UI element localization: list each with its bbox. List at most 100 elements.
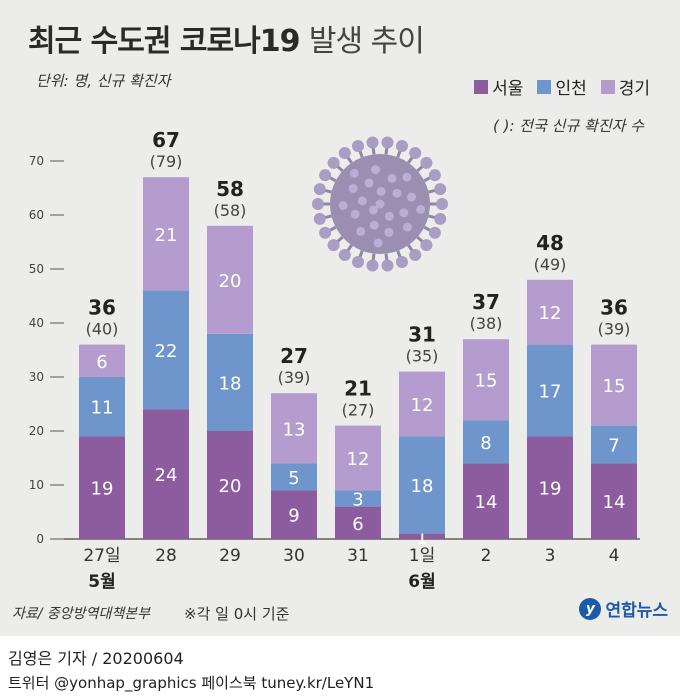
segment-value-label: 19: [539, 479, 562, 500]
legend-item-incheon: 인천: [537, 74, 587, 99]
month-label: 6월: [408, 572, 435, 592]
legend-label-seoul: 서울: [492, 79, 524, 99]
segment-value-label: 13: [283, 419, 306, 440]
segment-value-label: 3: [352, 490, 363, 511]
yonhap-logo: y 연합뉴스: [579, 596, 668, 621]
segment-value-label: 19: [91, 479, 114, 500]
x-tick-label: 1일: [409, 546, 435, 566]
segment-value-label: 21: [155, 225, 178, 246]
segment-value-label: 14: [475, 492, 498, 513]
bar-segment-incheon: [399, 436, 445, 534]
national-total-label: (58): [214, 201, 247, 220]
bars: 19116(40)36242221(79)67201820(58)589513(…: [79, 128, 637, 548]
y-tick-label: 60: [29, 208, 44, 222]
segment-value-label: 7: [608, 436, 619, 457]
title-main: 최근 수도권 코로나19: [28, 24, 300, 59]
x-tick-label: 3: [545, 546, 556, 566]
legend-label-incheon: 인천: [555, 79, 587, 99]
y-tick-label: 50: [29, 262, 44, 276]
bar-segment-seoul: [143, 409, 189, 539]
y-tick-label: 30: [29, 370, 44, 384]
national-note: ( ): 전국 신규 확진자 수: [493, 117, 644, 135]
segment-value-label: 12: [347, 449, 370, 470]
segment-value-label: 15: [475, 371, 498, 392]
y-tick-label: 40: [29, 316, 44, 330]
segment-value-label: 18: [219, 373, 242, 394]
segment-value-label: 15: [603, 376, 626, 397]
bar-segment-incheon: [79, 377, 125, 437]
segment-value-label: 20: [219, 271, 242, 292]
x-axis: 27일 28 29 30 31 1일 2 3 4 5월 6월: [83, 546, 619, 592]
bar-segment-gyeonggi: [271, 393, 317, 464]
chart-title: 최근 수도권 코로나19 발생 추이: [28, 16, 425, 60]
segment-value-label: 9: [288, 506, 299, 527]
x-tick-label: 29: [219, 546, 241, 566]
segment-value-label: 8: [480, 433, 491, 454]
bar-segment-incheon: [271, 463, 317, 491]
capital-total-label: 21: [344, 377, 372, 401]
x-tick-label: 28: [155, 546, 177, 566]
bar-segment-incheon: [143, 290, 189, 410]
bar-segment-seoul: [591, 463, 637, 539]
legend-label-gyeonggi: 경기: [618, 79, 650, 99]
national-total-label: (49): [534, 255, 567, 274]
sns-credit: 트위터 @yonhap_graphics 페이스북 tuney.kr/LeYN1: [8, 674, 375, 692]
capital-total-label: 31: [408, 323, 436, 347]
segment-value-label: 18: [411, 476, 434, 497]
y-tick-label: 10: [29, 478, 44, 492]
x-tick-label: 27일: [83, 546, 120, 566]
segment-value-label: 22: [155, 341, 178, 362]
national-total-label: (38): [470, 314, 503, 333]
national-total-label: (40): [86, 320, 119, 339]
segment-value-label: 11: [91, 398, 114, 419]
capital-total-label: 58: [216, 177, 244, 201]
legend-swatch-seoul: [474, 79, 489, 94]
bar-segment-gyeonggi: [335, 425, 381, 491]
bar-segment-gyeonggi: [79, 344, 125, 377]
bar-segment-gyeonggi: [591, 344, 637, 426]
segment-value-label: 6: [352, 514, 363, 535]
capital-total-label: 67: [152, 128, 180, 152]
national-total-label: (27): [342, 401, 375, 420]
yonhap-logo-icon: y: [579, 597, 602, 620]
capital-total-label: 37: [472, 290, 500, 314]
legend-item-gyeonggi: 경기: [600, 74, 650, 99]
segment-value-label: 20: [219, 476, 242, 497]
national-total-label: (39): [598, 320, 631, 339]
bar-segment-seoul: [271, 490, 317, 539]
segment-value-label: 5: [288, 468, 299, 489]
bar-segment-incheon: [527, 344, 573, 437]
capital-total-label: 36: [600, 296, 628, 320]
legend: 서울 인천 경기: [474, 74, 650, 99]
x-tick-label: 2: [481, 546, 492, 566]
legend-swatch-gyeonggi: [600, 79, 615, 94]
y-tick-label: 0: [36, 532, 44, 546]
bar-segment-seoul: [399, 533, 445, 539]
x-tick-label: 30: [283, 546, 305, 566]
segment-value-label: 17: [539, 382, 562, 403]
x-tick-label: 31: [347, 546, 369, 566]
unit-label: 단위: 명, 신규 확진자: [36, 72, 171, 90]
segment-value-label: 12: [539, 303, 562, 324]
bar-segment-gyeonggi: [527, 279, 573, 345]
national-total-label: (35): [406, 347, 439, 366]
segment-value-label: 12: [411, 395, 434, 416]
capital-total-label: 48: [536, 231, 564, 255]
y-tick-label: 20: [29, 424, 44, 438]
bar-segment-gyeonggi: [207, 225, 253, 334]
national-total-label: (79): [150, 152, 183, 171]
segment-value-label: 6: [96, 352, 107, 373]
source-text: 자료/ 중앙방역대책본부: [12, 606, 150, 622]
legend-swatch-incheon: [537, 79, 552, 94]
yonhap-logo-text: 연합뉴스: [605, 601, 668, 621]
bar-segment-incheon: [335, 490, 381, 507]
segment-value-label: 24: [155, 465, 178, 486]
y-tick-label: 70: [29, 154, 44, 168]
reporter-credit: 김영은 기자 / 20200604: [8, 649, 184, 668]
virus-illustration-icon: [312, 136, 448, 272]
title-rest: 발생 추이: [308, 24, 425, 59]
bar-segment-gyeonggi: [399, 371, 445, 437]
national-total-label: (39): [278, 368, 311, 387]
segment-value-label: 14: [603, 492, 626, 513]
